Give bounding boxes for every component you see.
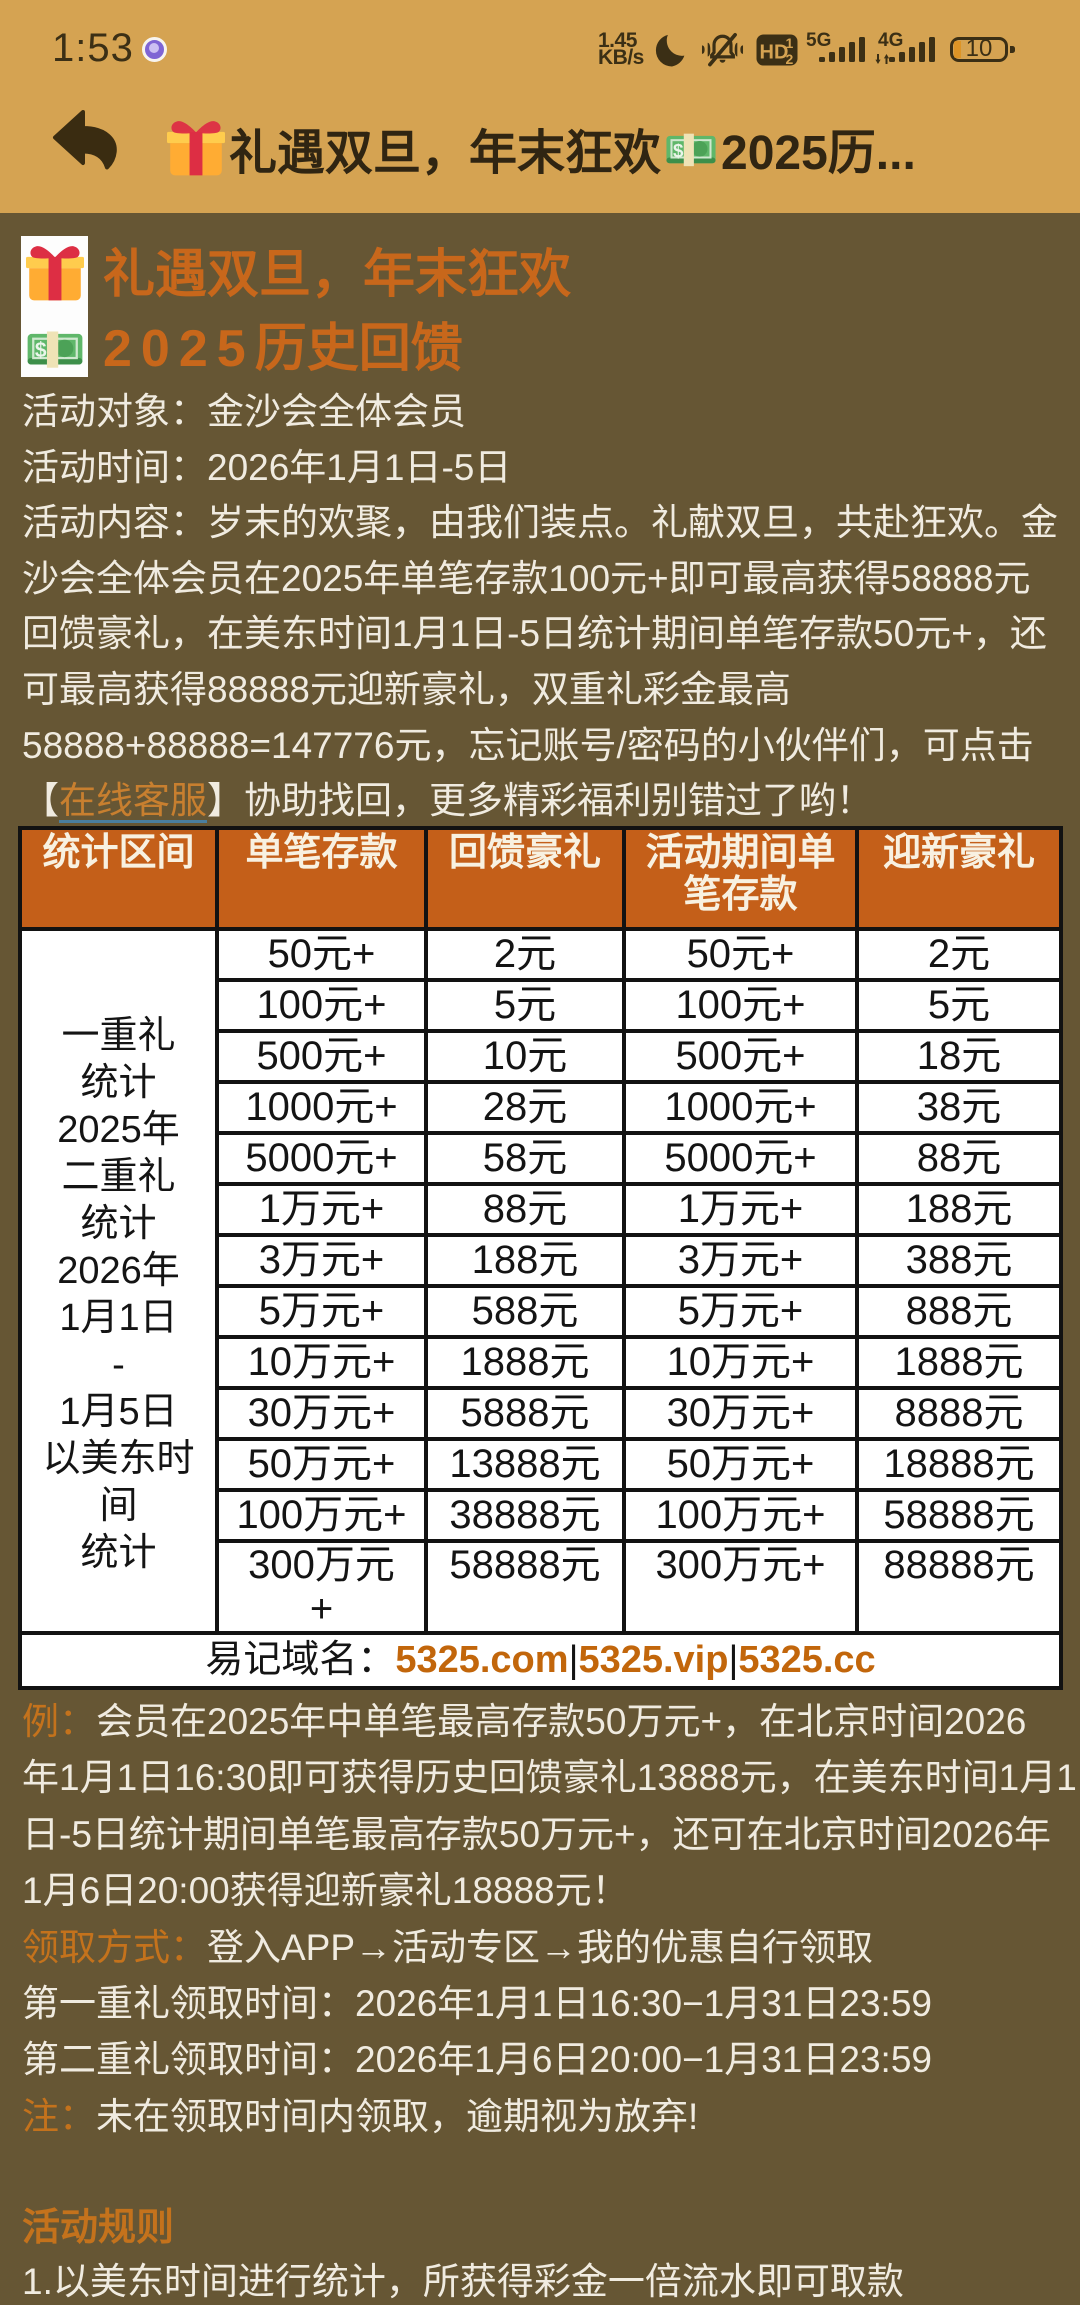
svg-text:2: 2 bbox=[786, 51, 794, 66]
svg-text:$: $ bbox=[34, 339, 46, 362]
svg-text:1: 1 bbox=[786, 35, 794, 51]
svg-text:HD: HD bbox=[760, 42, 789, 64]
svg-text:$: $ bbox=[673, 140, 684, 161]
